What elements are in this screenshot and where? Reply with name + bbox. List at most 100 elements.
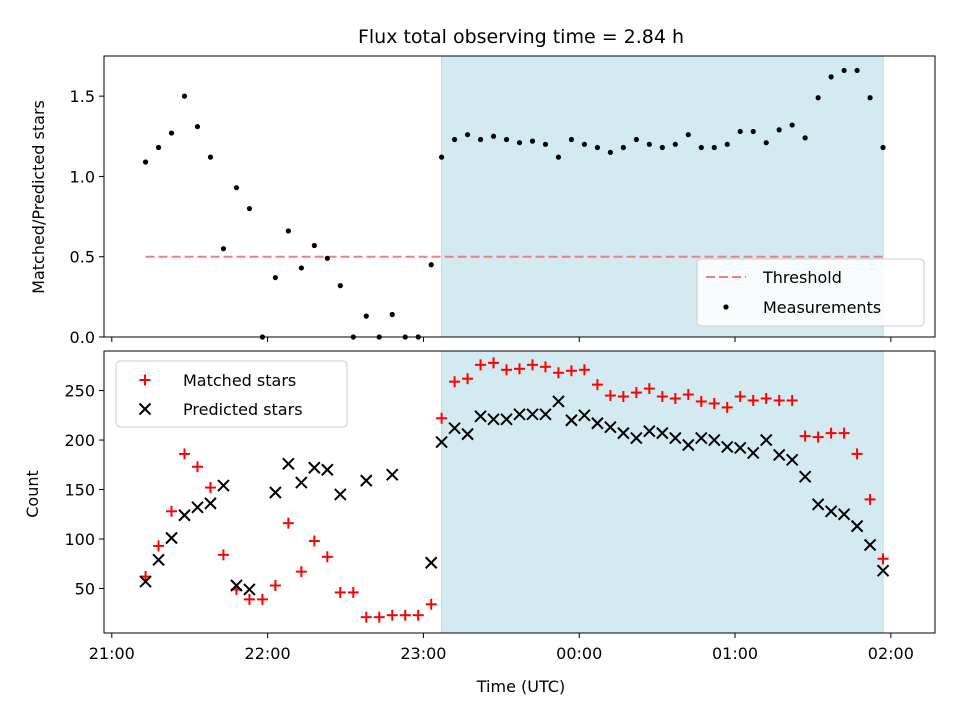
top-series-0-point: [503, 136, 510, 143]
bottom-series-0-point: [604, 390, 616, 402]
bottom-series-0-point: [864, 493, 876, 505]
bottom-series-1-point: [386, 468, 399, 481]
top-series-0-point: [207, 154, 214, 160]
top-series-0-point: [581, 141, 588, 147]
top-series-0-point: [389, 311, 395, 318]
legend-threshold-label: Threshold: [762, 268, 842, 287]
top-series-0-point: [542, 141, 549, 147]
top-series-0-point: [451, 136, 458, 143]
bottom-series-1-point: [617, 426, 630, 440]
bottom-series-1-point: [500, 413, 513, 426]
top-series-0-point: [311, 242, 317, 249]
top-y-tick-label: 0.0: [70, 328, 95, 347]
bottom-series-1-point: [747, 446, 760, 460]
bottom-series-0-point: [386, 609, 398, 621]
bottom-series-0-point: [243, 593, 255, 605]
top-series-0-point: [438, 154, 445, 160]
bottom-series-1-point: [734, 441, 747, 455]
bottom-series-1-point: [474, 410, 487, 423]
bottom-series-0-point: [708, 397, 720, 409]
x-axis-label: Time (UTC): [476, 677, 565, 696]
top-series-0-point: [659, 144, 665, 151]
bottom-series-1-point: [487, 413, 500, 426]
bottom-series-1-point: [295, 476, 308, 489]
chart-title: Flux total observing time = 2.84 h: [358, 26, 684, 48]
bottom-series-0-point: [425, 598, 437, 610]
top-series-0-point: [568, 136, 575, 143]
bottom-series-1-point: [165, 531, 178, 545]
bottom-series-1-point: [863, 538, 877, 552]
top-series-0-point: [194, 124, 201, 130]
top-series-0-point: [529, 138, 536, 144]
bottom-series-0-point: [475, 359, 487, 371]
bottom-y-tick-label: 250: [64, 382, 95, 401]
top-series-0-point: [685, 132, 691, 138]
bottom-series-0-point: [812, 431, 824, 443]
bottom-series-0-point: [695, 395, 707, 407]
top-series-0-point: [841, 67, 847, 74]
bottom-series-1-point: [139, 575, 152, 588]
bottom-series-0-point: [682, 389, 694, 401]
bottom-series-0-point: [799, 430, 811, 442]
legend-predicted-swatch: [138, 402, 152, 416]
bottom-series-0-point: [773, 394, 785, 406]
bottom-series-0-point: [643, 383, 655, 395]
bottom-series-1-point: [824, 505, 838, 518]
bottom-series-0-point: [760, 392, 772, 404]
top-y-axis-label: Matched/Predicted stars: [29, 100, 48, 294]
bottom-series-0-point: [488, 357, 500, 369]
bottom-series-1-point: [178, 509, 191, 522]
top-y-tick-label: 1.0: [70, 167, 95, 186]
bottom-series-0-point: [591, 379, 603, 391]
bottom-series-1-point: [539, 408, 552, 421]
bottom-series-1-point: [282, 457, 295, 471]
bottom-series-0-point: [295, 566, 307, 578]
bottom-series-1-point: [669, 431, 682, 445]
bottom-y-tick-label: 200: [64, 431, 95, 450]
bottom-series-1-point: [772, 448, 786, 462]
top-series-0-point: [737, 128, 743, 135]
top-series-0-point: [763, 140, 769, 146]
legend-measurements-label: Measurements: [763, 298, 881, 317]
bottom-series-1-point: [230, 579, 243, 592]
bottom-series-1-point: [656, 426, 669, 440]
top-series-0-point: [815, 95, 821, 101]
bottom-series-0-point: [217, 549, 229, 561]
bottom-series-1-point: [448, 421, 461, 435]
top-series-0-point: [155, 144, 162, 151]
top-series-0-point: [233, 185, 240, 191]
bottom-series-0-point: [399, 609, 411, 621]
bottom-series-1-point: [708, 433, 721, 447]
bottom-series-1-point: [360, 474, 373, 487]
bottom-series-1-point: [152, 553, 165, 566]
bottom-series-0-point: [825, 427, 837, 439]
bottom-series-0-point: [851, 448, 863, 460]
top-series-0-point: [646, 141, 652, 147]
bottom-legend: Matched stars Predicted stars: [115, 360, 348, 428]
top-series-0-point: [516, 140, 523, 146]
bottom-series-0-point: [501, 364, 513, 376]
top-legend: Threshold Measurements: [696, 258, 925, 327]
bottom-y-tick-label: 150: [64, 481, 95, 500]
bottom-series-1-point: [643, 424, 656, 438]
bottom-series-1-point: [269, 486, 282, 499]
bottom-series-0-point: [734, 391, 746, 403]
top-series-0-point: [776, 127, 782, 133]
bottom-series-1-point: [721, 440, 734, 454]
top-series-0-point: [802, 135, 808, 141]
bottom-series-1-point: [204, 497, 217, 510]
top-series-0-point: [324, 255, 330, 261]
top-series-0-point: [633, 136, 639, 143]
bottom-series-1-point: [243, 583, 256, 596]
bottom-series-0-point: [191, 461, 203, 473]
top-series-0-point: [285, 228, 291, 234]
bottom-legend-box: [115, 360, 348, 428]
bottom-series-1-point: [850, 519, 864, 533]
top-series-0-point: [337, 283, 343, 289]
bottom-series-0-point: [617, 391, 629, 403]
bottom-series-0-point: [204, 482, 216, 494]
bottom-series-0-point: [721, 401, 733, 413]
bottom-series-0-point: [256, 593, 268, 605]
bottom-series-1-point: [526, 408, 539, 421]
bottom-series-1-point: [785, 453, 799, 467]
